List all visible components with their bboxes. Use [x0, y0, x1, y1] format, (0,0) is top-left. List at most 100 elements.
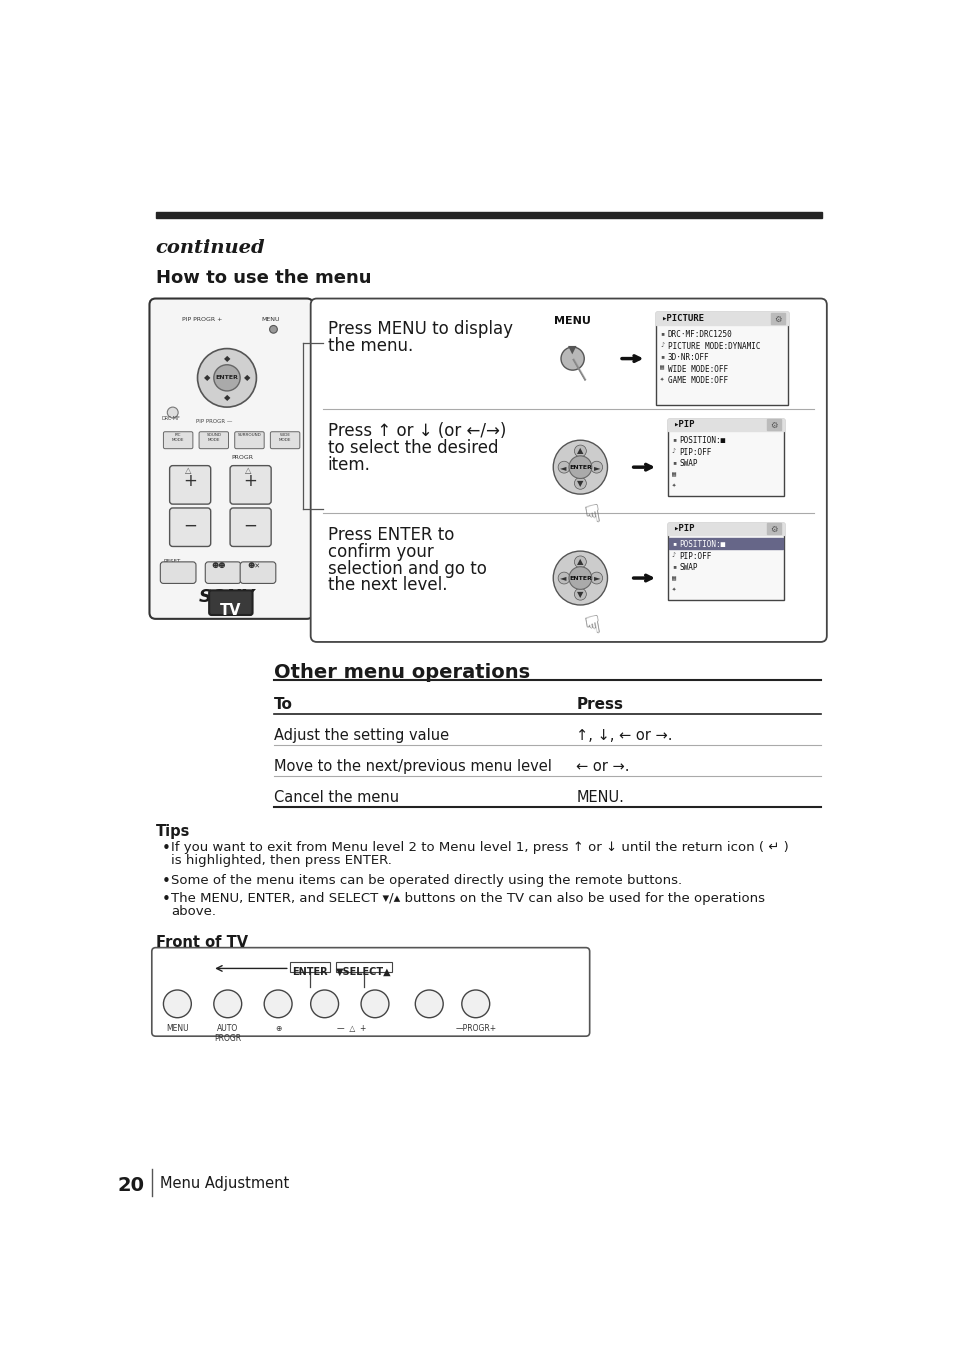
Text: PICTURE MODE:DYNAMIC: PICTURE MODE:DYNAMIC — [667, 342, 760, 350]
FancyBboxPatch shape — [170, 508, 211, 546]
Text: +: + — [243, 472, 257, 489]
Text: PIP PROGR +: PIP PROGR + — [182, 316, 222, 322]
FancyBboxPatch shape — [311, 299, 826, 642]
Text: △: △ — [185, 466, 192, 476]
Text: ☞: ☞ — [574, 612, 601, 639]
Text: Adjust the setting value: Adjust the setting value — [274, 729, 449, 744]
Text: Tips: Tips — [155, 825, 190, 840]
Text: ▦: ▦ — [671, 470, 676, 477]
Text: ▼: ▼ — [568, 345, 577, 354]
Bar — [656, 312, 787, 324]
Bar — [155, 212, 821, 219]
Text: ▪: ▪ — [671, 564, 676, 569]
Text: Press: Press — [576, 698, 623, 713]
Text: MENU: MENU — [166, 1023, 189, 1033]
Circle shape — [213, 990, 241, 1018]
Text: is highlighted, then press ENTER.: is highlighted, then press ENTER. — [171, 854, 392, 868]
Text: SWAP: SWAP — [679, 460, 698, 468]
Circle shape — [558, 461, 570, 473]
Bar — [667, 523, 783, 535]
Text: —PROGR+: —PROGR+ — [455, 1023, 496, 1033]
Text: the menu.: the menu. — [328, 337, 413, 356]
Bar — [335, 961, 392, 972]
Text: ◄: ◄ — [559, 462, 566, 472]
Text: ⚙: ⚙ — [770, 420, 777, 430]
Text: ◆: ◆ — [203, 373, 210, 383]
FancyBboxPatch shape — [234, 431, 264, 449]
Text: SURROUND: SURROUND — [237, 433, 261, 437]
Text: POSITION:■: POSITION:■ — [679, 437, 725, 445]
Text: The MENU, ENTER, and SELECT ▾/▴ buttons on the TV can also be used for the opera: The MENU, ENTER, and SELECT ▾/▴ buttons … — [171, 892, 764, 906]
Text: ▼SELECT▲: ▼SELECT▲ — [336, 967, 392, 977]
Text: WIDE
MODE: WIDE MODE — [278, 433, 291, 442]
Circle shape — [553, 552, 607, 604]
Text: ►: ► — [594, 573, 599, 583]
Text: Press MENU to display: Press MENU to display — [328, 320, 512, 338]
FancyBboxPatch shape — [209, 591, 253, 615]
Text: −: − — [183, 516, 196, 534]
FancyBboxPatch shape — [230, 508, 271, 546]
Text: ♪: ♪ — [671, 448, 676, 454]
Text: ← or →.: ← or →. — [576, 758, 629, 773]
Text: PIP:OFF: PIP:OFF — [679, 552, 711, 561]
Bar — [766, 523, 781, 534]
Bar — [290, 961, 330, 972]
Text: above.: above. — [171, 906, 216, 918]
Circle shape — [574, 556, 586, 568]
Text: ☻✕: ☻✕ — [247, 562, 260, 569]
Text: SONY: SONY — [198, 588, 254, 606]
Text: ENTER: ENTER — [292, 967, 328, 977]
Text: Press ↑ or ↓ (or ←/→): Press ↑ or ↓ (or ←/→) — [328, 422, 506, 439]
Text: ▸PIP: ▸PIP — [672, 420, 694, 429]
Text: PIP:OFF: PIP:OFF — [679, 448, 711, 457]
Circle shape — [568, 566, 591, 589]
Text: ♪: ♪ — [671, 552, 676, 558]
Text: ↑, ↓, ← or →.: ↑, ↓, ← or →. — [576, 729, 672, 744]
Text: MENU: MENU — [261, 316, 279, 322]
Text: |: | — [568, 356, 588, 381]
Circle shape — [574, 445, 586, 457]
Text: POSITION:■: POSITION:■ — [679, 541, 725, 549]
Text: item.: item. — [328, 456, 370, 473]
Text: ▦: ▦ — [671, 575, 676, 581]
FancyBboxPatch shape — [170, 465, 211, 504]
Circle shape — [197, 349, 256, 407]
Circle shape — [560, 347, 583, 370]
Text: —  △  +: — △ + — [336, 1023, 366, 1033]
Text: ►: ► — [594, 462, 599, 472]
Text: ✦: ✦ — [671, 587, 676, 592]
Text: ▸PIP: ▸PIP — [672, 525, 694, 533]
Text: confirm your: confirm your — [328, 542, 433, 561]
Text: ▪: ▪ — [671, 437, 676, 442]
Text: TV: TV — [220, 603, 241, 618]
FancyBboxPatch shape — [199, 431, 229, 449]
Bar — [667, 419, 783, 431]
Text: To: To — [274, 698, 293, 713]
FancyBboxPatch shape — [667, 419, 783, 496]
Circle shape — [568, 456, 591, 479]
Text: the next level.: the next level. — [328, 576, 447, 595]
Text: Some of the menu items can be operated directly using the remote buttons.: Some of the menu items can be operated d… — [171, 873, 681, 887]
Text: ENTER: ENTER — [568, 576, 591, 580]
Text: DRC·MF:DRC1250: DRC·MF:DRC1250 — [667, 330, 732, 339]
Text: ☞: ☞ — [574, 502, 601, 529]
Circle shape — [461, 990, 489, 1018]
Text: ENTER: ENTER — [568, 465, 591, 469]
Text: AUTO
PROGR: AUTO PROGR — [214, 1023, 241, 1042]
Circle shape — [553, 441, 607, 493]
Text: Menu Adjustment: Menu Adjustment — [159, 1175, 289, 1191]
Text: ✦: ✦ — [671, 483, 676, 488]
Text: 20: 20 — [117, 1175, 144, 1195]
Text: Cancel the menu: Cancel the menu — [274, 790, 399, 804]
Circle shape — [574, 477, 586, 489]
Bar — [668, 538, 782, 549]
Text: If you want to exit from Menu level 2 to Menu level 1, press ↑ or ↓ until the re: If you want to exit from Menu level 2 to… — [171, 841, 788, 854]
Circle shape — [270, 326, 277, 333]
Text: 3D·NR:OFF: 3D·NR:OFF — [667, 353, 709, 362]
Text: ☻☻: ☻☻ — [212, 562, 226, 569]
Text: RESET: RESET — [163, 558, 180, 564]
FancyBboxPatch shape — [656, 312, 787, 404]
Text: SWAP: SWAP — [679, 564, 698, 572]
Text: PIC
MODE: PIC MODE — [172, 433, 184, 442]
Text: ◆: ◆ — [224, 354, 230, 364]
